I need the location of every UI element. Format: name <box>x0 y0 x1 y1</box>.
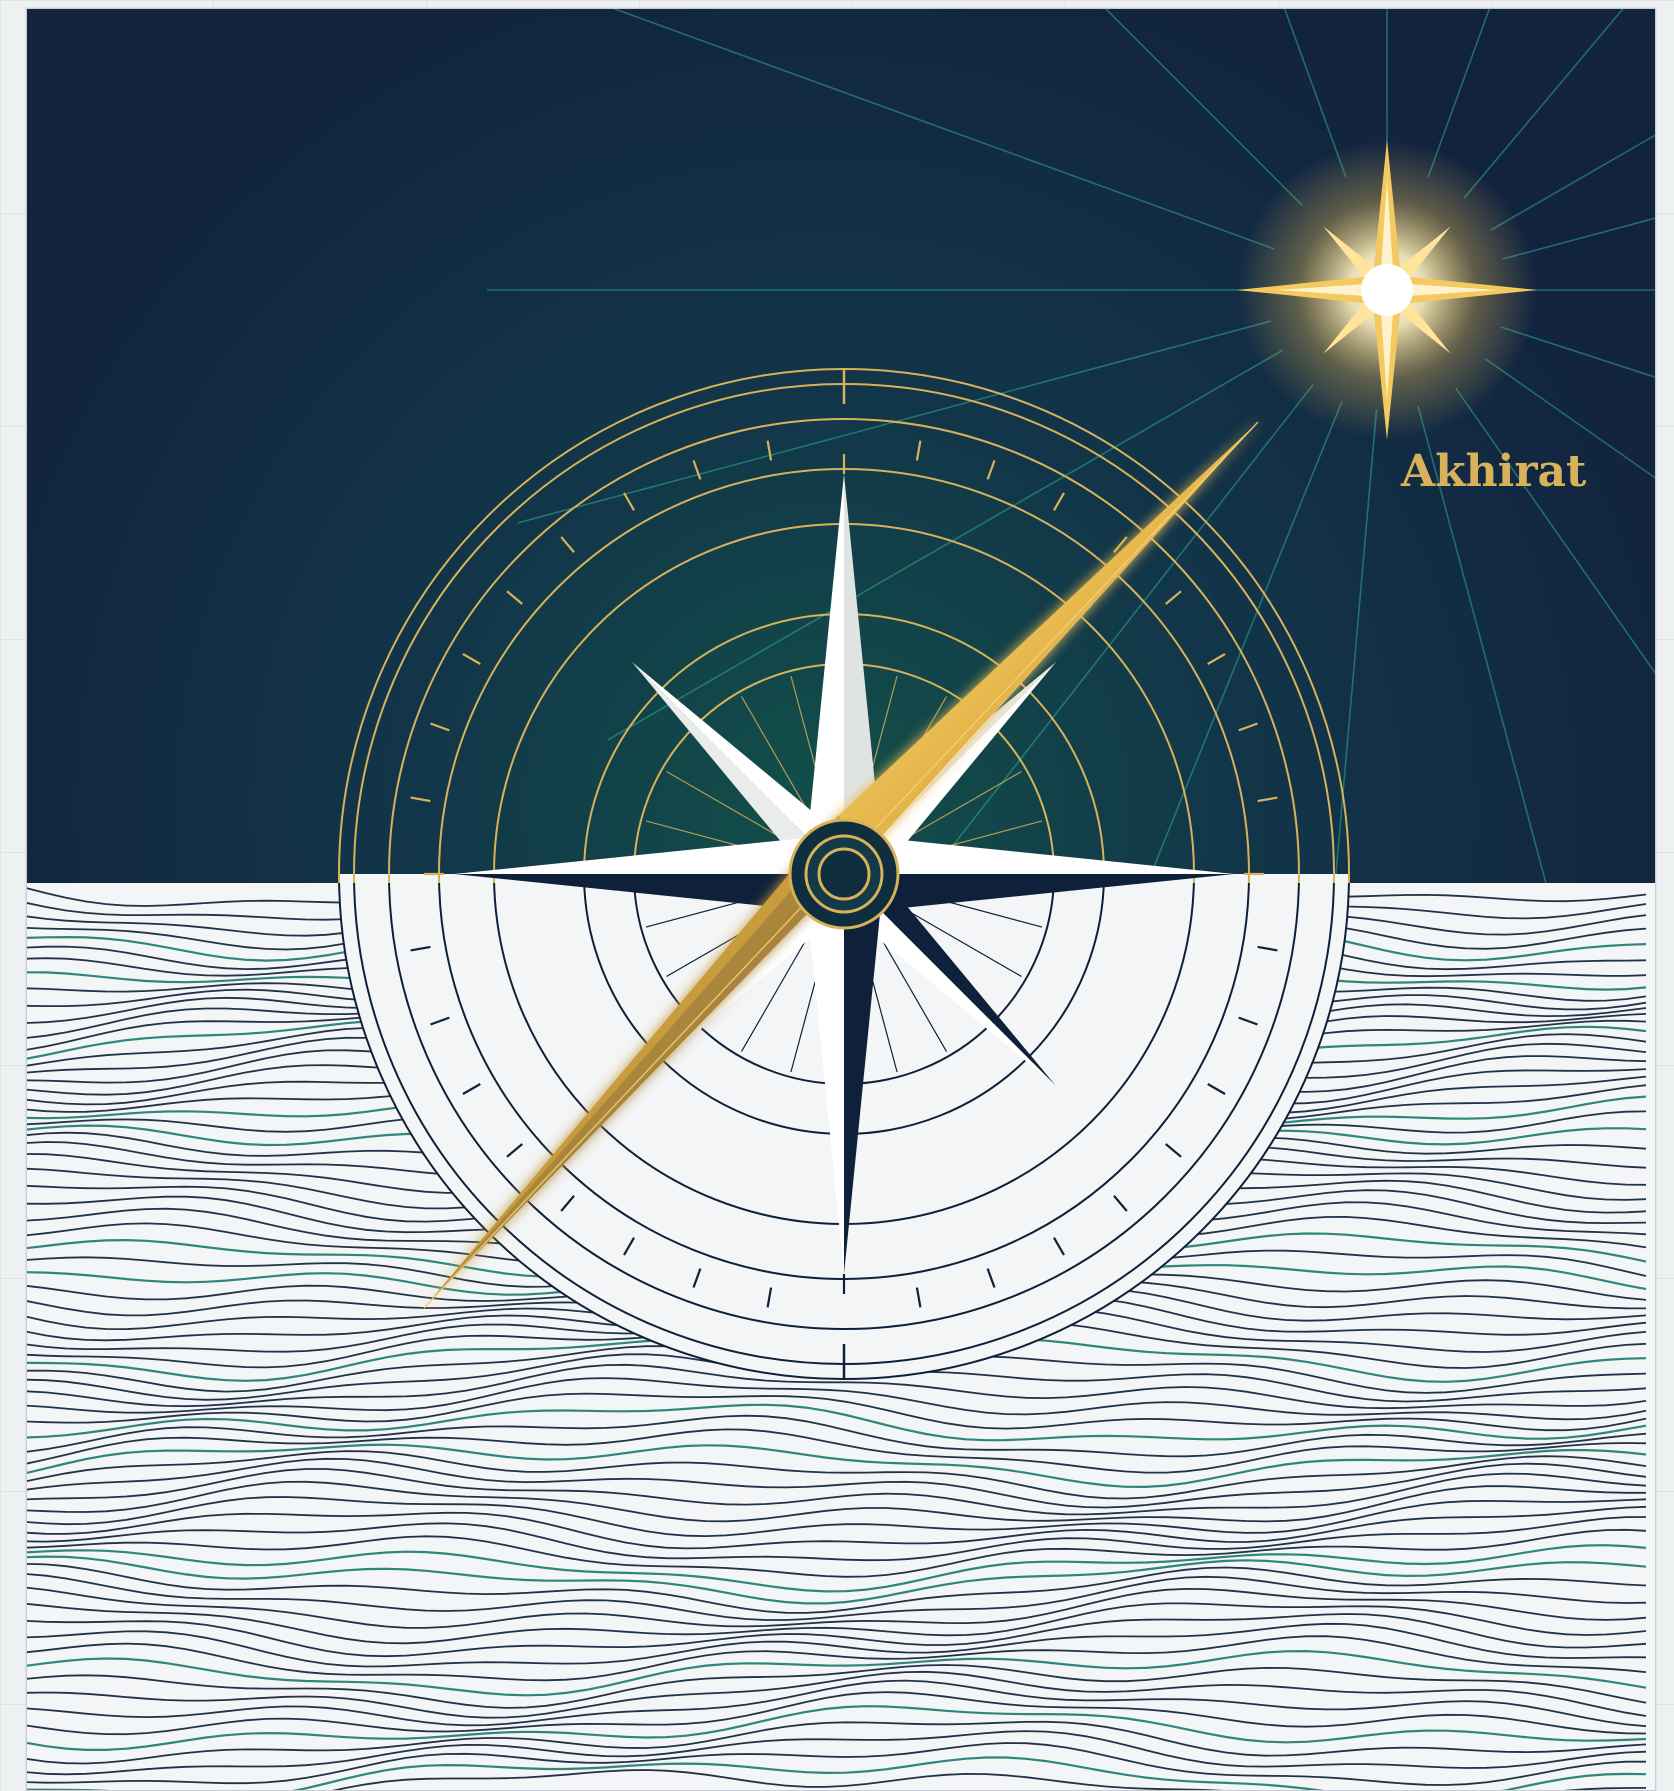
guiding-star-icon <box>1237 140 1537 440</box>
compass-needle-icon <box>423 421 1259 1309</box>
compass-rose-icon <box>338 368 1350 1380</box>
star-label: Akhirat <box>1400 446 1587 497</box>
illustration: Akhirat <box>26 8 1656 1791</box>
compass-hub <box>788 818 900 930</box>
artboard: Akhirat <box>26 8 1656 1791</box>
star-rays <box>487 8 1656 883</box>
